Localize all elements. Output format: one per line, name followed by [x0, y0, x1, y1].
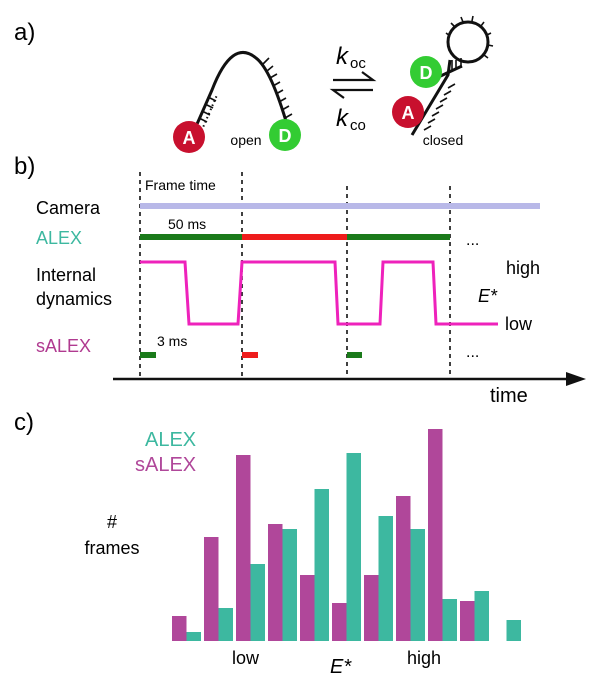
dynamics-trace: [140, 260, 498, 326]
salex-bar-1: [172, 616, 187, 641]
panel-c-label: c): [14, 409, 34, 436]
alex-row-label: ALEX: [36, 228, 82, 248]
alex-bar-5: [314, 489, 329, 641]
rate-arrows: k oc k co: [329, 43, 377, 134]
frame-time-label: Frame time: [145, 177, 216, 193]
x-low-label: low: [232, 648, 260, 668]
alex-bar-2: [218, 608, 233, 641]
alex-bar-10: [474, 591, 489, 641]
panel-b-label: b): [14, 153, 35, 180]
level-low-label: low: [505, 314, 533, 334]
salex-row-label: sALEX: [36, 336, 91, 356]
legend-salex: sALEX: [135, 454, 196, 476]
rate-backward-k: k: [336, 105, 350, 132]
alex-red-excitation: [242, 234, 347, 240]
backward-arrow-icon: [329, 88, 373, 99]
acceptor-dye-closed: [392, 96, 424, 128]
internal-row-label-1: Internal: [36, 265, 96, 285]
open-state-label: open: [230, 132, 261, 148]
salex-ellipsis: ...: [466, 344, 479, 361]
salex-green-pulse-2: [347, 352, 362, 358]
forward-arrow-icon: [333, 71, 377, 82]
time-axis-arrow-icon: [566, 372, 586, 386]
closed-dna-hairpin: D A closed: [392, 15, 494, 148]
legend-alex: ALEX: [145, 429, 196, 451]
alex-bar-8: [410, 529, 425, 641]
donor-dye-closed: [410, 56, 442, 88]
panel-a-label: a): [14, 19, 35, 46]
salex-green-pulse-1: [140, 352, 156, 358]
alex-bar-6: [346, 453, 361, 641]
alex-bar-3: [250, 564, 265, 641]
open-strand-ticks: [198, 57, 293, 123]
histogram-bars: [172, 429, 521, 641]
rate-forward-k: k: [336, 43, 350, 70]
efret-symbol-b: E*: [478, 286, 498, 306]
closed-state-label: closed: [423, 132, 463, 148]
salex-bar-3: [236, 455, 251, 641]
donor-dye-open: [269, 119, 301, 151]
acceptor-dye-open: [173, 121, 205, 153]
salex-bar-5: [300, 575, 315, 641]
salex-bar-6: [332, 603, 347, 641]
x-high-label: high: [407, 648, 441, 668]
donor-letter-closed: D: [420, 63, 433, 83]
panel-a: a) A D open: [14, 15, 494, 153]
alex-bar-4: [282, 529, 297, 641]
rate-forward-sub: oc: [350, 55, 366, 72]
alex-bar-9: [442, 599, 457, 641]
salex-bar-9: [428, 429, 443, 641]
alex-duration-label: 50 ms: [168, 216, 206, 232]
closed-strand-ticks: [423, 15, 494, 131]
acceptor-letter-closed: A: [402, 103, 415, 123]
x-axis-efret-label: E*: [330, 656, 352, 676]
panel-b: b) Frame time Camera ALEX 50 ms ... Inte…: [14, 153, 586, 407]
alex-green-excitation-1: [140, 234, 242, 240]
alex-bar-11: [506, 620, 521, 641]
donor-letter-open: D: [279, 126, 292, 146]
salex-bar-7: [364, 575, 379, 641]
acceptor-letter-open: A: [183, 128, 196, 148]
ylabel-line2: frames: [84, 538, 139, 558]
rate-backward-sub: co: [350, 117, 366, 134]
internal-row-label-2: dynamics: [36, 289, 112, 309]
time-axis-label: time: [490, 385, 528, 407]
level-high-label: high: [506, 258, 540, 278]
salex-duration-label: 3 ms: [157, 333, 187, 349]
salex-bar-4: [268, 524, 283, 641]
open-dna-strand: A D open: [173, 51, 301, 153]
alex-bar-7: [378, 516, 393, 641]
salex-bar-8: [396, 496, 411, 641]
panel-c: c) ALEX sALEX # frames low high E*: [14, 409, 521, 676]
alex-bar-1: [186, 632, 201, 641]
alex-green-excitation-2: [347, 234, 450, 240]
salex-bar-10: [460, 601, 475, 641]
salex-bar-2: [204, 537, 219, 641]
ylabel-line1: #: [107, 512, 117, 532]
alex-ellipsis: ...: [466, 232, 479, 249]
salex-red-pulse: [242, 352, 258, 358]
camera-row-label: Camera: [36, 198, 101, 218]
